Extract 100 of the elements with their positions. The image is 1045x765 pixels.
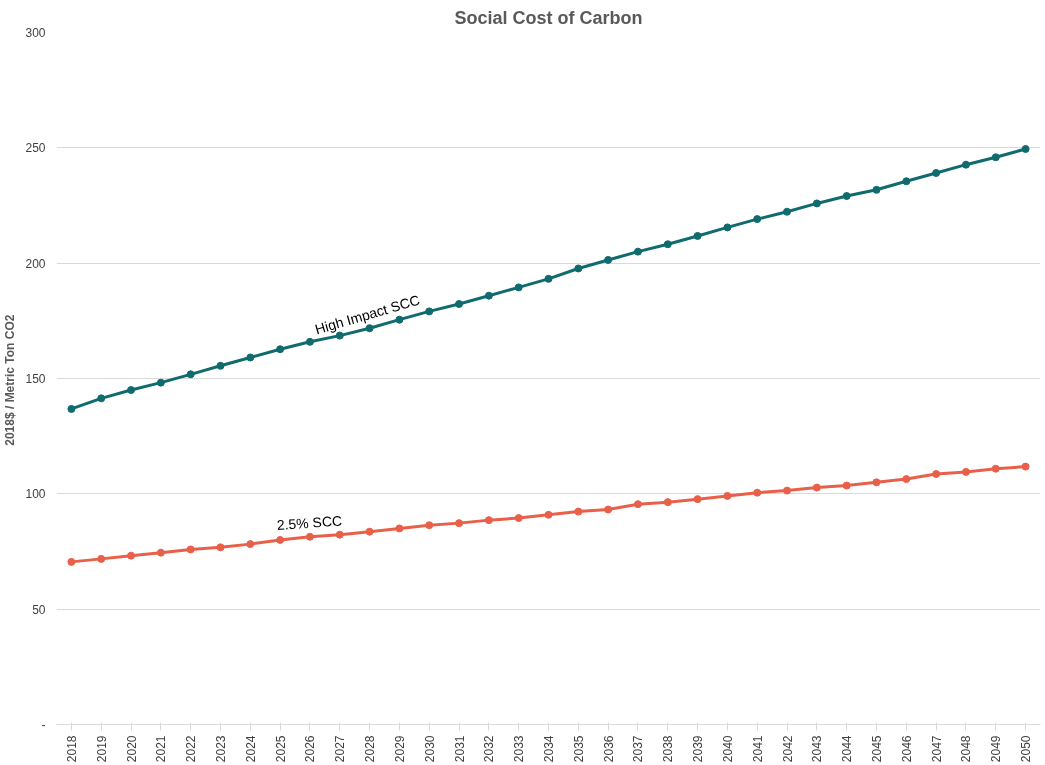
point [156, 548, 165, 557]
point [902, 475, 911, 484]
point [783, 207, 792, 216]
x-tick-label: 2023 [214, 735, 228, 763]
point [574, 507, 583, 516]
annotation: 2.5% SCC [276, 512, 343, 534]
point [484, 291, 493, 300]
point [365, 527, 374, 536]
x-tick-label: 2032 [482, 735, 497, 763]
point [693, 231, 702, 240]
point [1021, 462, 1030, 471]
point [425, 307, 434, 316]
point [335, 530, 344, 539]
x-tick-label: 2029 [392, 735, 407, 763]
point [127, 386, 136, 395]
point [395, 315, 404, 324]
point [455, 300, 464, 308]
x-tick-label: 2041 [750, 735, 765, 763]
x-tick-label: 2038 [661, 735, 676, 763]
chart-title: Social Cost of Carbon [454, 7, 643, 28]
point [97, 554, 106, 563]
point [872, 185, 881, 194]
x-tick-label: 2044 [840, 735, 855, 763]
point [276, 535, 285, 544]
x-tick-label: 2033 [512, 735, 527, 763]
point [514, 283, 523, 292]
point [783, 486, 792, 495]
point [961, 160, 970, 169]
point [1021, 144, 1030, 153]
point [246, 353, 255, 362]
x-tick-label: 2030 [422, 735, 437, 763]
point [812, 199, 821, 208]
point [932, 168, 941, 177]
y-tick-label: 100 [25, 487, 46, 502]
point [604, 505, 613, 514]
point [67, 557, 76, 566]
point [156, 378, 165, 387]
point [574, 264, 583, 273]
point [991, 464, 1000, 473]
point [216, 543, 225, 552]
point [902, 177, 911, 186]
x-tick-label: 2047 [929, 735, 944, 763]
x-tick-label: 2046 [899, 735, 914, 763]
point [455, 519, 464, 528]
point [216, 361, 225, 370]
point [276, 345, 285, 354]
x-tick-label: 2022 [184, 735, 199, 763]
point [633, 500, 642, 509]
point [305, 532, 314, 541]
x-tick-label: 2028 [363, 735, 378, 763]
x-tick-label: 2040 [720, 735, 735, 763]
y-tick-label: 300 [25, 26, 46, 40]
x-tick-label: 2036 [601, 735, 616, 763]
y-tick-label: 50 [32, 602, 46, 617]
point [186, 545, 195, 554]
point [633, 247, 642, 256]
point [97, 394, 106, 403]
y-tick-label: 250 [25, 141, 46, 156]
point [395, 524, 404, 533]
point [842, 481, 851, 490]
x-tick-label: 2034 [542, 735, 556, 763]
point [991, 153, 1000, 162]
x-tick-label: 2024 [243, 735, 258, 763]
point [753, 488, 762, 497]
point [544, 274, 553, 283]
point [425, 521, 434, 530]
x-tick-label: 2027 [333, 735, 348, 763]
point [127, 551, 136, 560]
y-tick-label: - [41, 718, 46, 732]
point [663, 498, 672, 507]
x-tick-label: 2039 [691, 735, 706, 763]
x-tick-label: 2043 [810, 735, 825, 763]
point [723, 491, 732, 500]
x-tick-label: 2042 [780, 735, 795, 763]
point [842, 192, 851, 201]
y-tick-label: 150 [25, 372, 46, 386]
point [663, 240, 672, 249]
x-tick-label: 2049 [989, 735, 1004, 763]
annotation: High Impact SCC [313, 291, 422, 338]
x-tick-label: 2019 [94, 735, 109, 763]
x-tick-label: 2050 [1019, 735, 1034, 763]
point [186, 370, 195, 379]
x-tick-label: 2045 [870, 735, 884, 763]
x-tick-label: 2025 [273, 735, 288, 763]
x-tick-label: 2020 [124, 735, 139, 763]
point [753, 215, 762, 224]
point [812, 483, 821, 492]
x-tick-label: 2035 [571, 735, 586, 763]
point [604, 255, 613, 264]
x-tick-label: 2018 [64, 735, 79, 763]
y-tick-label: 200 [25, 256, 46, 271]
x-tick-label: 2048 [959, 735, 974, 763]
y-axis-title: 2018$ / Metric Ton CO2 [3, 314, 18, 446]
point [67, 404, 76, 413]
point [961, 467, 970, 476]
x-tick-label: 2021 [154, 735, 169, 763]
point [484, 516, 493, 525]
point [544, 510, 553, 519]
x-tick-label: 2037 [631, 735, 646, 763]
point [246, 540, 255, 549]
